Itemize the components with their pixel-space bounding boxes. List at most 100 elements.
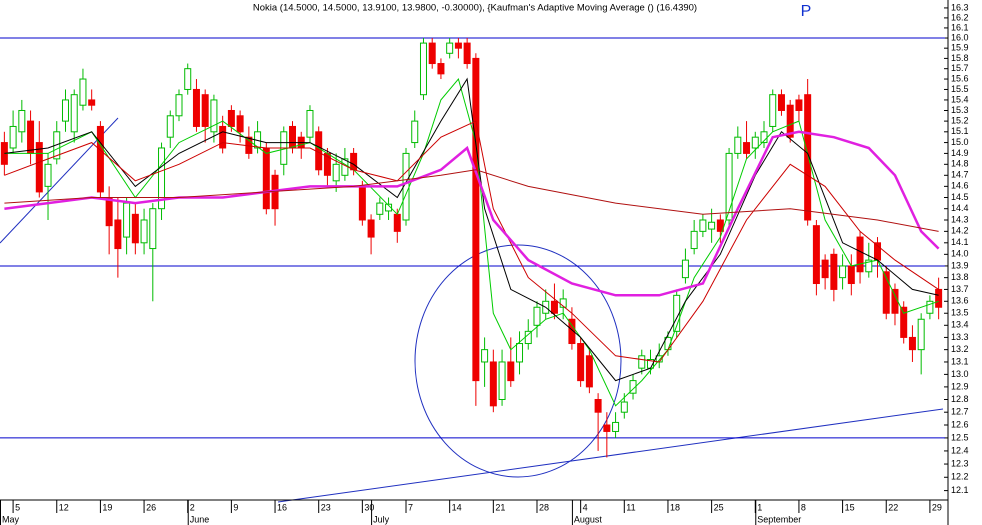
candle-body (673, 294, 681, 332)
candle-body (690, 230, 698, 250)
circle-drawing (414, 244, 622, 478)
candle-body (830, 253, 838, 290)
x-tick-label: 14 (452, 502, 462, 512)
y-tick-label: 15.9 (951, 43, 969, 53)
y-tick-label: 13.1 (951, 356, 969, 366)
candle-body (306, 109, 314, 138)
y-tick-label: 15.7 (951, 63, 969, 73)
annotation: P (801, 3, 812, 20)
candle-body (88, 99, 96, 106)
month-label: June (190, 514, 210, 524)
candle-body (699, 219, 707, 232)
candle-body (105, 196, 113, 227)
candle-body (61, 99, 69, 122)
candle-body (236, 115, 244, 133)
candle-body (935, 288, 943, 308)
candle-body (725, 152, 733, 221)
x-tick-label: 19 (102, 502, 112, 512)
candle-body (332, 163, 340, 182)
y-tick-label: 14.1 (951, 237, 969, 247)
y-tick-label: 15.4 (951, 94, 969, 104)
y-tick-label: 13.3 (951, 332, 969, 342)
candle-body (917, 318, 925, 351)
y-tick-label: 12.1 (951, 485, 969, 495)
x-tick-label: 23 (321, 502, 331, 512)
candle-body (839, 265, 847, 279)
x-tick-label: 5 (15, 502, 20, 512)
x-tick-label: 9 (233, 502, 238, 512)
x-tick-label: 12 (59, 502, 69, 512)
candle-body (681, 259, 689, 279)
y-tick-label: 12.6 (951, 419, 969, 429)
y-tick-label: 15.3 (951, 105, 969, 115)
candle-body (184, 68, 192, 90)
candle-body (577, 343, 585, 382)
candle-body (638, 355, 646, 369)
candle-body (158, 147, 166, 210)
ma-line (4, 120, 939, 363)
candle-body (734, 136, 742, 154)
y-tick-label: 14.7 (951, 170, 969, 180)
candle-body (612, 421, 620, 432)
y-tick-label: 14.0 (951, 249, 969, 259)
y-tick-label: 13.2 (951, 344, 969, 354)
y-tick-label: 15.1 (951, 126, 969, 136)
candle-body (708, 221, 716, 230)
y-tick-label: 15.8 (951, 53, 969, 63)
candle-body (804, 94, 812, 221)
candle-body (594, 398, 602, 413)
candle-body (289, 125, 297, 149)
x-tick-label: 18 (670, 502, 680, 512)
y-tick-label: 16.3 (951, 2, 969, 12)
candle-body (743, 142, 751, 154)
candle-body (454, 42, 462, 49)
x-tick-label: 1 (757, 502, 762, 512)
x-tick-label: 8 (801, 502, 806, 512)
y-tick-label: 12.2 (951, 472, 969, 482)
candle-body (367, 219, 375, 238)
x-tick-label: 25 (714, 502, 724, 512)
y-tick-label: 13.8 (951, 272, 969, 282)
candle-body (629, 380, 637, 394)
candle-body (498, 361, 506, 400)
candle-body (812, 225, 820, 285)
y-tick-label: 14.6 (951, 181, 969, 191)
candle-body (603, 424, 611, 432)
candle-body (262, 147, 270, 210)
x-tick-label: 26 (146, 502, 156, 512)
candle-body (393, 213, 401, 232)
candle-body (568, 318, 576, 345)
candle-body (769, 94, 777, 127)
trend-line (277, 408, 944, 503)
candle-body (44, 163, 52, 187)
y-tick-label: 14.3 (951, 214, 969, 224)
candle-body (481, 349, 489, 363)
candle-body (376, 202, 384, 215)
x-tick-label: 11 (626, 502, 635, 512)
y-tick-label: 13.7 (951, 284, 969, 294)
candle-body (620, 401, 628, 413)
candle-body (533, 306, 541, 326)
candle-body (847, 265, 855, 285)
candle-body (201, 94, 209, 127)
candle-body (428, 42, 436, 65)
x-tick-label: 7 (408, 502, 413, 512)
candle-body (140, 219, 148, 244)
candle-body (9, 125, 17, 149)
y-tick-label: 13.4 (951, 320, 969, 330)
chart-title: Nokia (14.5000, 14.5000, 13.9100, 13.980… (253, 3, 697, 14)
candle-body (891, 288, 899, 314)
month-label: July (373, 514, 390, 524)
y-tick-label: 15.5 (951, 84, 969, 94)
candle-body (227, 109, 235, 127)
candle-body (385, 203, 393, 212)
x-tick-label: 29 (932, 502, 942, 512)
candle-body (350, 152, 358, 171)
ma-line (4, 130, 940, 297)
candle-body (489, 361, 497, 407)
candle-body (411, 120, 419, 144)
candle-body (358, 185, 366, 221)
candle-body (219, 125, 227, 149)
x-tick-label: 16 (277, 502, 287, 512)
